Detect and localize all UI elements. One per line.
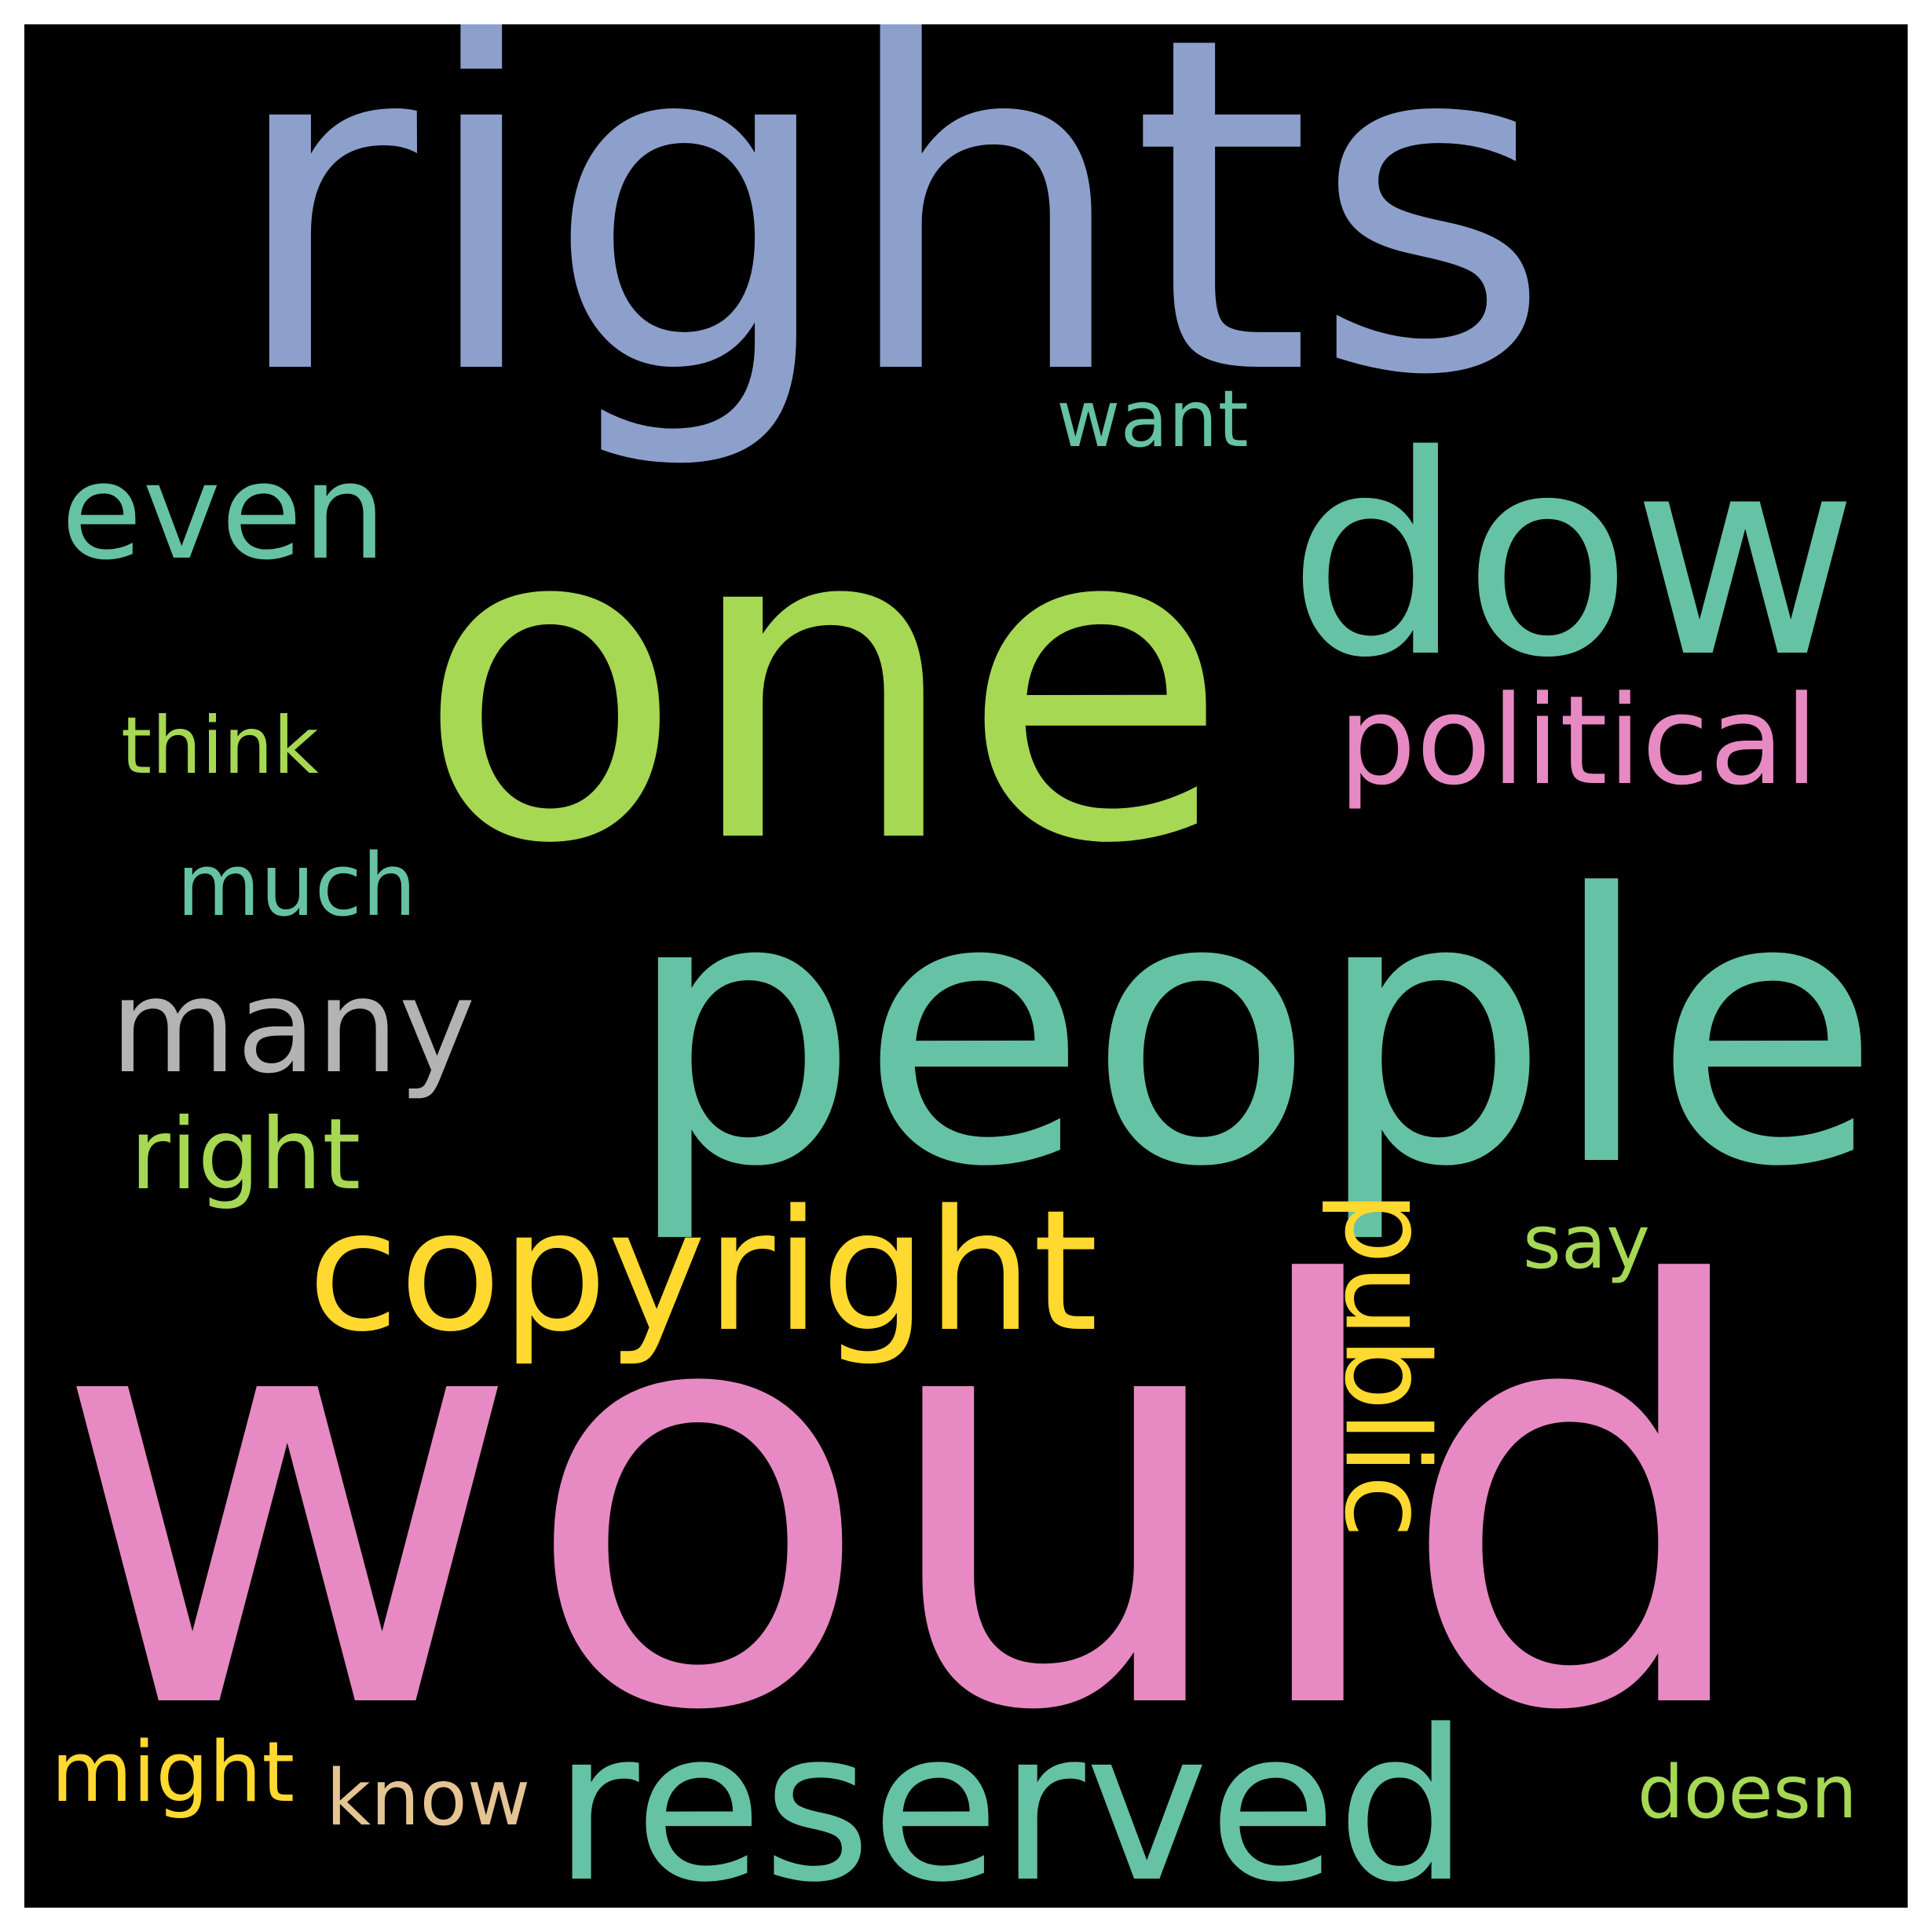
word-copyright: copyright <box>307 1174 1099 1369</box>
word-want: want <box>1056 375 1249 465</box>
word-much: much <box>177 836 417 935</box>
word-reserved: reserved <box>553 1685 1469 1908</box>
word-cloud: rights one dow even want political think… <box>24 24 1908 1908</box>
word-even: even <box>60 434 387 589</box>
word-many: many <box>110 950 476 1103</box>
word-rights: rights <box>227 24 1552 476</box>
word-would: would <box>52 1166 1762 1836</box>
word-say: say <box>1523 1199 1650 1286</box>
word-one: one <box>416 430 1230 939</box>
word-dow: dow <box>1287 396 1858 718</box>
word-right: right <box>130 1097 361 1212</box>
word-might: might <box>51 1724 295 1821</box>
word-know: know <box>326 1753 531 1843</box>
word-doesn: doesn <box>1637 1750 1857 1835</box>
word-think: think <box>121 700 319 792</box>
word-political: political <box>1338 668 1819 812</box>
word-people: people <box>624 817 1881 1248</box>
